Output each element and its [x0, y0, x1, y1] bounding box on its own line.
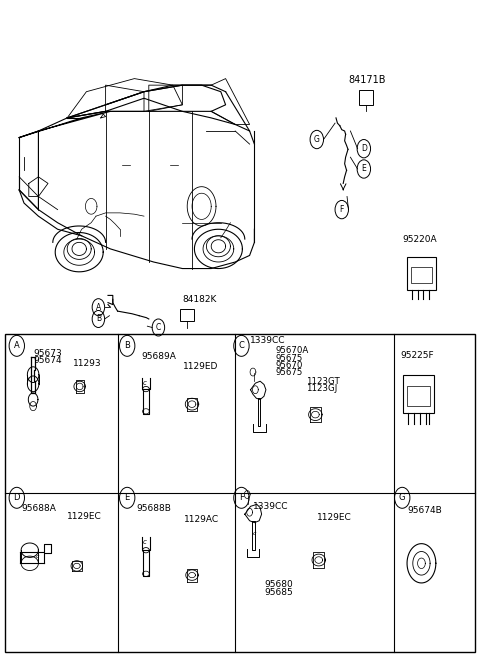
Text: 95673: 95673	[34, 349, 62, 358]
Text: C: C	[156, 323, 161, 332]
Text: c: c	[143, 539, 146, 546]
Text: C: C	[239, 341, 244, 350]
Text: 95689A: 95689A	[142, 352, 177, 362]
Text: G: G	[399, 493, 406, 502]
Text: 84171B: 84171B	[348, 75, 385, 85]
Text: B: B	[96, 314, 101, 324]
Text: E: E	[361, 164, 366, 174]
Text: B: B	[124, 341, 130, 350]
Text: D: D	[13, 493, 20, 502]
Text: A: A	[14, 341, 20, 350]
Text: D: D	[361, 144, 367, 153]
Text: 1339CC: 1339CC	[253, 502, 288, 511]
Text: 95680: 95680	[264, 580, 293, 590]
Text: 1123GJ: 1123GJ	[306, 384, 337, 394]
Text: c: c	[35, 554, 39, 559]
Text: 95670A: 95670A	[276, 346, 309, 356]
Text: 95685: 95685	[264, 588, 293, 597]
Text: 1129EC: 1129EC	[67, 512, 102, 521]
Text: 11293: 11293	[73, 359, 102, 368]
Text: 1129AC: 1129AC	[184, 515, 219, 524]
Text: 1129ED: 1129ED	[183, 362, 219, 371]
Text: 95225F: 95225F	[401, 351, 434, 360]
Text: 1339CC: 1339CC	[250, 336, 285, 345]
Text: 95674: 95674	[34, 356, 62, 365]
Text: 95670: 95670	[276, 361, 303, 370]
Text: 95674B: 95674B	[407, 506, 442, 515]
Text: c: c	[143, 379, 146, 386]
Text: 95220A: 95220A	[402, 234, 437, 244]
Text: 1129EC: 1129EC	[317, 513, 351, 522]
Text: F: F	[239, 493, 244, 502]
Text: E: E	[125, 493, 130, 502]
Text: 95688B: 95688B	[137, 504, 172, 514]
Text: 95675: 95675	[276, 354, 303, 363]
Text: F: F	[339, 205, 344, 214]
Text: 95675: 95675	[276, 368, 303, 377]
Text: 95688A: 95688A	[22, 504, 57, 514]
Text: A: A	[96, 303, 101, 312]
Text: G: G	[314, 135, 320, 144]
Text: 84182K: 84182K	[182, 295, 217, 304]
Text: c: c	[252, 531, 256, 536]
Text: 1123GT: 1123GT	[306, 377, 339, 386]
